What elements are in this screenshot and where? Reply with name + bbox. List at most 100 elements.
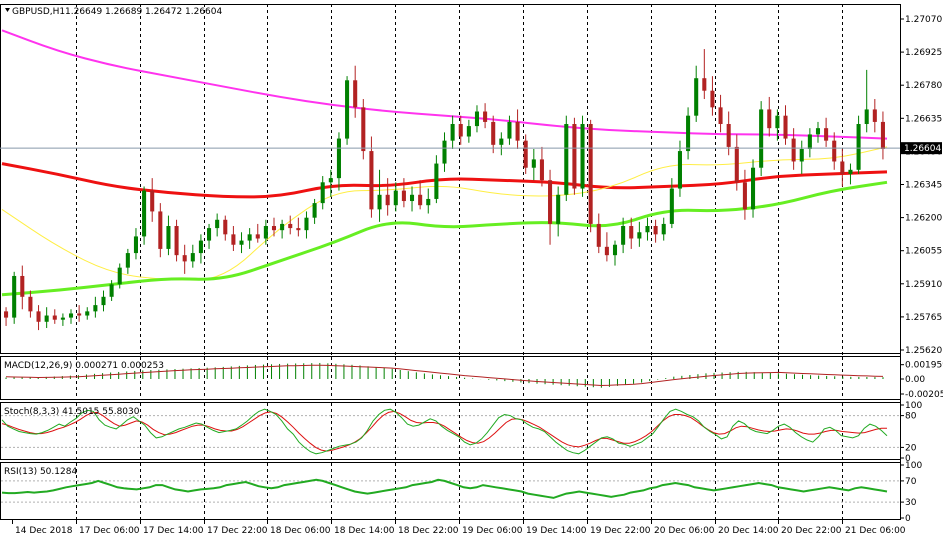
candle	[207, 223, 212, 249]
candle	[182, 244, 187, 274]
price-tick-label: 1.26200	[905, 214, 942, 224]
candle	[572, 117, 577, 195]
ohlc-close: 1.26604	[185, 7, 222, 17]
indicator-tick-label: 0.00	[905, 375, 925, 385]
candle	[60, 313, 65, 326]
candle	[759, 101, 764, 177]
candle	[150, 178, 155, 222]
indicator-tick-label: 80	[905, 412, 917, 422]
candle	[190, 244, 195, 268]
price-tick-label: 1.25620	[905, 346, 942, 356]
candle	[588, 119, 593, 233]
candle	[231, 226, 236, 251]
ma-fast-line	[1, 180, 888, 297]
macd-panel-title: MACD(12,26,9) 0.000271 0.000253	[4, 361, 164, 371]
candle	[198, 234, 203, 264]
candle	[507, 115, 512, 145]
candle	[85, 307, 90, 320]
symbol-dropdown-icon[interactable]	[5, 8, 10, 12]
panel-frames	[0, 4, 901, 520]
candle	[523, 134, 528, 174]
candle	[694, 65, 699, 122]
candle	[677, 140, 682, 197]
candle	[645, 217, 650, 241]
price-tick-label: 1.26055	[905, 247, 942, 257]
candle	[409, 186, 415, 212]
candle	[499, 132, 504, 156]
candle	[101, 290, 106, 312]
candle	[52, 309, 57, 324]
candle	[133, 228, 138, 260]
candle	[296, 217, 301, 237]
candle	[548, 169, 553, 245]
candle	[604, 232, 609, 262]
time-tick-label: 18 Dec 22:00	[398, 526, 459, 536]
candle	[474, 105, 480, 133]
current-price-label: 1.26604	[904, 144, 941, 154]
candle	[450, 115, 455, 149]
candle	[686, 107, 691, 160]
candle	[556, 186, 561, 237]
time-tick-label: 18 Dec 06:00	[270, 526, 331, 536]
candle	[815, 121, 821, 143]
candle	[288, 215, 293, 235]
candle	[77, 305, 82, 322]
candle	[434, 155, 439, 204]
time-tick-label: 17 Dec 06:00	[79, 526, 140, 536]
stoch-panel-title: Stoch(8,3,3) 41.5015 55.8030	[4, 407, 140, 417]
candle	[653, 219, 658, 243]
candle	[12, 271, 17, 324]
time-tick-label: 19 Dec 22:00	[590, 526, 651, 536]
candle	[377, 169, 382, 222]
candle	[239, 232, 244, 254]
candle	[280, 219, 285, 239]
rsi-panel-frame	[0, 462, 901, 520]
candle	[418, 180, 423, 210]
candle	[864, 69, 869, 133]
candle	[442, 132, 447, 172]
candle	[612, 240, 618, 266]
candle	[158, 203, 163, 258]
ma-slow-line	[1, 29, 888, 140]
candle	[799, 140, 804, 174]
candle	[223, 215, 228, 241]
time-tick-label: 19 Dec 14:00	[526, 526, 587, 536]
candle	[20, 265, 25, 310]
candle	[385, 178, 390, 216]
price-tick-label: 1.25765	[905, 313, 942, 323]
candle	[539, 146, 544, 187]
indicator-tick-label: 70	[905, 477, 917, 487]
price-panel-title: GBPUSD,H1	[12, 7, 65, 17]
candle	[832, 132, 837, 170]
candle	[247, 228, 252, 249]
macd-signal-line	[5, 364, 884, 387]
candle	[255, 223, 260, 243]
candle	[629, 217, 634, 249]
candle	[840, 148, 845, 187]
candle	[580, 115, 585, 197]
candle	[28, 290, 33, 318]
candle	[751, 159, 756, 218]
rsi-indicator: 100 70 30 0	[1, 461, 922, 524]
candle	[872, 99, 877, 133]
time-tick-label: 17 Dec 22:00	[207, 526, 268, 536]
candle	[458, 115, 463, 145]
candle	[393, 182, 398, 212]
candle	[726, 111, 731, 156]
candle	[174, 219, 179, 262]
candle	[702, 49, 707, 100]
indicator-tick-label: 20	[905, 443, 917, 453]
candle	[848, 163, 853, 185]
candle	[117, 263, 122, 289]
ohlc-low: 1.26472	[145, 7, 182, 17]
candle	[93, 296, 98, 318]
time-tick-label: 19 Dec 06:00	[462, 526, 523, 536]
candle	[312, 198, 317, 224]
time-tick-label: 20 Dec 06:00	[654, 526, 715, 536]
moving-averages	[1, 29, 888, 297]
time-tick-label: 18 Dec 14:00	[334, 526, 395, 536]
candle	[125, 248, 130, 274]
candle	[824, 117, 829, 147]
